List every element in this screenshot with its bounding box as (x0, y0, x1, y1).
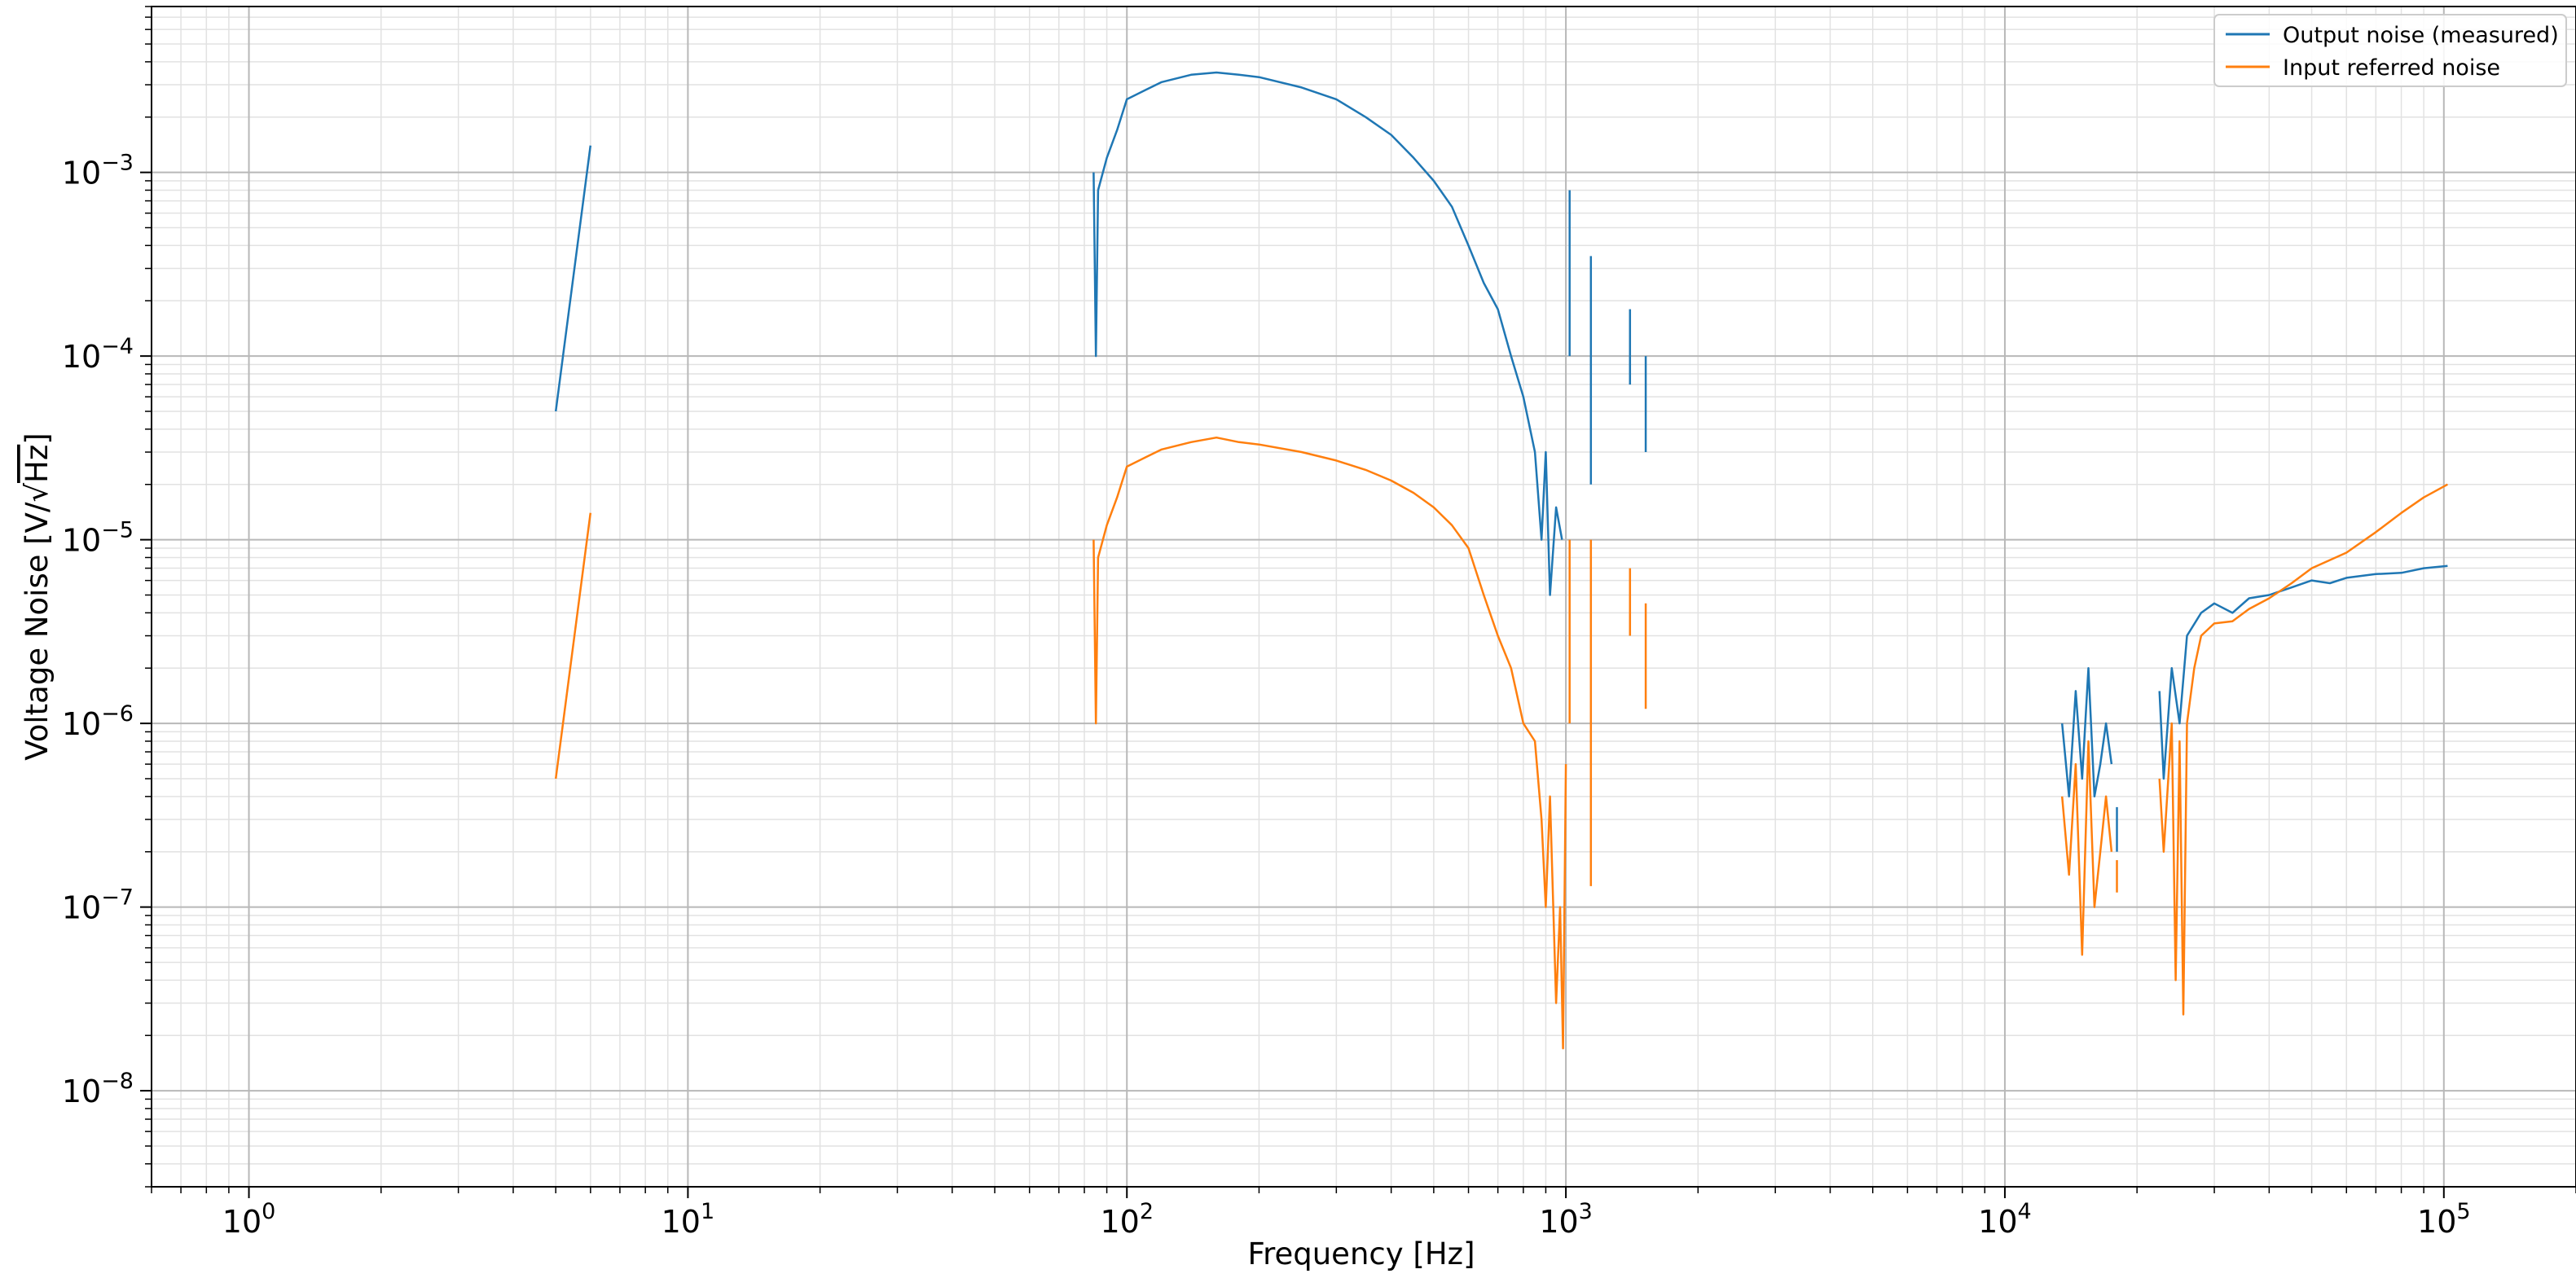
legend-box (2213, 14, 2567, 87)
y-tick-label: 10−7 (62, 885, 134, 926)
legend-entry-label: Output noise (measured) (2283, 23, 2559, 48)
x-axis-label: Frequency [Hz] (1247, 1236, 1475, 1271)
series-line-segment (2060, 666, 2113, 798)
plot-frame (151, 6, 2576, 1188)
series-line-segment (2060, 740, 2113, 956)
y-tick-label: 10−5 (62, 518, 134, 559)
grid-lines (151, 6, 2576, 1188)
series-line-segment (2158, 483, 2448, 1016)
x-tick-label: 103 (1539, 1199, 1593, 1240)
series-line-segment (554, 512, 592, 780)
x-tick-label: 104 (1978, 1199, 2032, 1240)
y-tick-label: 10−6 (62, 701, 134, 742)
legend-entry-label: Input referred noise (2283, 55, 2500, 81)
x-tick-label: 102 (1100, 1199, 1154, 1240)
x-tick-label: 100 (222, 1199, 276, 1240)
series-line-segment (1092, 436, 1567, 1050)
y-tick-label: 10−8 (62, 1069, 134, 1109)
y-axis-label: Voltage Noise [V/√Hz] (20, 433, 55, 760)
y-axis-label-text: Voltage Noise [V/√Hz] (20, 433, 55, 760)
y-tick-label: 10−3 (62, 151, 134, 191)
series-input-referred-noise (554, 436, 2448, 1050)
series-output-noise (554, 71, 2448, 852)
legend: Output noise (measured) Input referred no… (2213, 14, 2567, 87)
series-line-segment (2158, 564, 2448, 780)
series-line-segment (554, 145, 592, 412)
series-lines (554, 71, 2448, 1050)
x-tick-label: 101 (662, 1199, 715, 1240)
series-line-segment (1092, 71, 1563, 596)
axis-ticks: 100 101 102 103 104 105 10−8 10−7 10−6 10−5 10−4 10… (62, 6, 2576, 1240)
y-tick-label: 10−4 (62, 334, 134, 375)
x-tick-label: 105 (2417, 1199, 2471, 1240)
